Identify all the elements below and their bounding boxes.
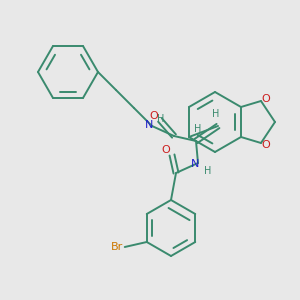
Text: H: H <box>157 114 165 124</box>
Text: N: N <box>191 159 199 169</box>
Text: H: H <box>204 166 212 176</box>
Text: H: H <box>212 109 220 119</box>
Text: O: O <box>150 111 158 121</box>
Text: O: O <box>262 140 270 150</box>
Text: O: O <box>262 94 270 104</box>
Text: O: O <box>162 145 170 155</box>
Text: N: N <box>145 120 153 130</box>
Text: Br: Br <box>111 242 123 252</box>
Text: H: H <box>194 124 202 134</box>
